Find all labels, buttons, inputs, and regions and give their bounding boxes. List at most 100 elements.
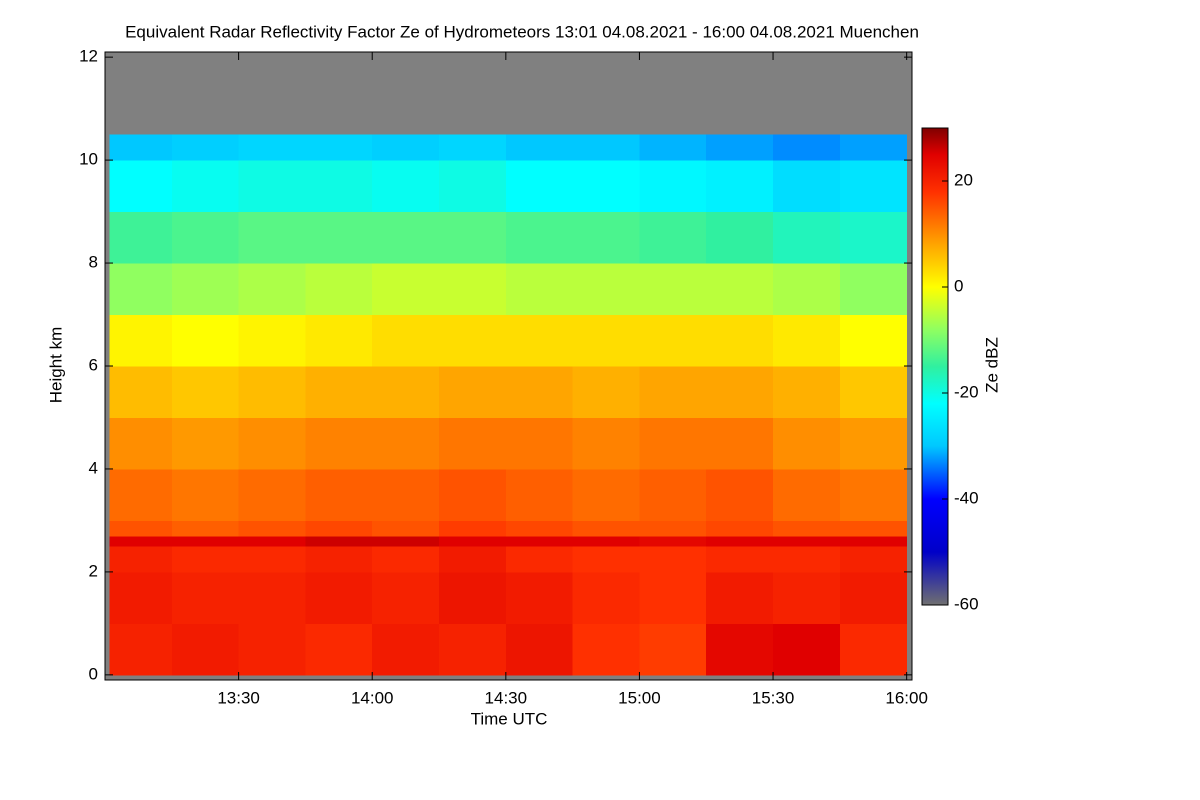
cell [305,468,373,521]
cell [305,623,373,676]
cell [639,535,707,547]
cell [439,160,507,213]
cell [572,623,640,676]
cell [439,263,507,316]
cell [505,314,574,367]
cell [439,211,507,264]
cell [639,134,707,161]
cell [572,468,640,521]
cell [305,535,373,547]
cell [706,546,774,573]
cell [839,468,908,521]
cell [372,417,440,470]
colorbar [921,127,949,606]
cell [572,535,640,547]
cell [171,520,240,537]
chart-title: Equivalent Radar Reflectivity Factor Ze … [125,22,919,41]
cell [639,211,707,264]
cell [505,546,574,573]
cell [109,314,173,367]
cell [839,520,908,537]
cell [505,535,574,547]
y-tick-label: 6 [89,355,98,374]
cell [171,134,240,161]
cell [572,314,640,367]
cell [839,263,908,316]
cell [238,535,306,547]
cell [773,535,841,547]
cell [238,520,306,537]
cell [706,535,774,547]
cell [839,366,908,418]
cell [372,134,440,161]
cell [839,314,908,367]
cell [238,623,306,676]
cell [439,468,507,521]
cell [572,417,640,470]
cell [372,546,440,573]
cell [505,571,574,624]
cell [773,546,841,573]
cell [773,314,841,367]
cell [773,468,841,521]
cell [305,134,373,161]
cell [505,520,574,537]
cell [706,160,774,213]
cell [572,520,640,537]
cell [109,520,173,537]
cell [305,417,373,470]
cell [305,314,373,367]
cell [706,263,774,316]
y-axis-label: Height km [46,327,65,404]
cell [706,314,774,367]
cell [639,366,707,418]
cell [439,571,507,624]
cell [171,468,240,521]
cell [572,134,640,161]
cell [109,535,173,547]
cell [372,468,440,521]
cell [171,417,240,470]
cell [305,366,373,418]
x-tick-label: 14:30 [485,688,528,707]
cell [839,535,908,547]
cell [706,520,774,537]
cell [839,546,908,573]
cell [238,366,306,418]
cell [171,535,240,547]
cell [639,417,707,470]
cell [773,263,841,316]
cell [505,366,574,418]
cell [572,546,640,573]
cell [109,211,173,264]
cell [639,263,707,316]
cell [572,366,640,418]
y-tick-label: 0 [89,664,98,683]
cell [706,417,774,470]
cell [639,314,707,367]
cell [505,417,574,470]
colorbar-tick-label: -40 [954,488,979,507]
cell [706,211,774,264]
cell [372,520,440,537]
x-tick-label: 15:30 [752,688,795,707]
cell [439,314,507,367]
cell [372,366,440,418]
cell [109,546,173,573]
colorbar-tick-label: -20 [954,382,979,401]
cell [439,134,507,161]
cell [109,134,173,161]
cell [706,366,774,418]
colorbar-tick-label: 20 [954,170,973,189]
cell [773,417,841,470]
cell [505,211,574,264]
cell [109,263,173,316]
y-tick-label: 2 [89,561,98,580]
cell [706,134,774,161]
cell [839,417,908,470]
cell [572,263,640,316]
cell [572,571,640,624]
cell [505,623,574,676]
cell [171,623,240,676]
